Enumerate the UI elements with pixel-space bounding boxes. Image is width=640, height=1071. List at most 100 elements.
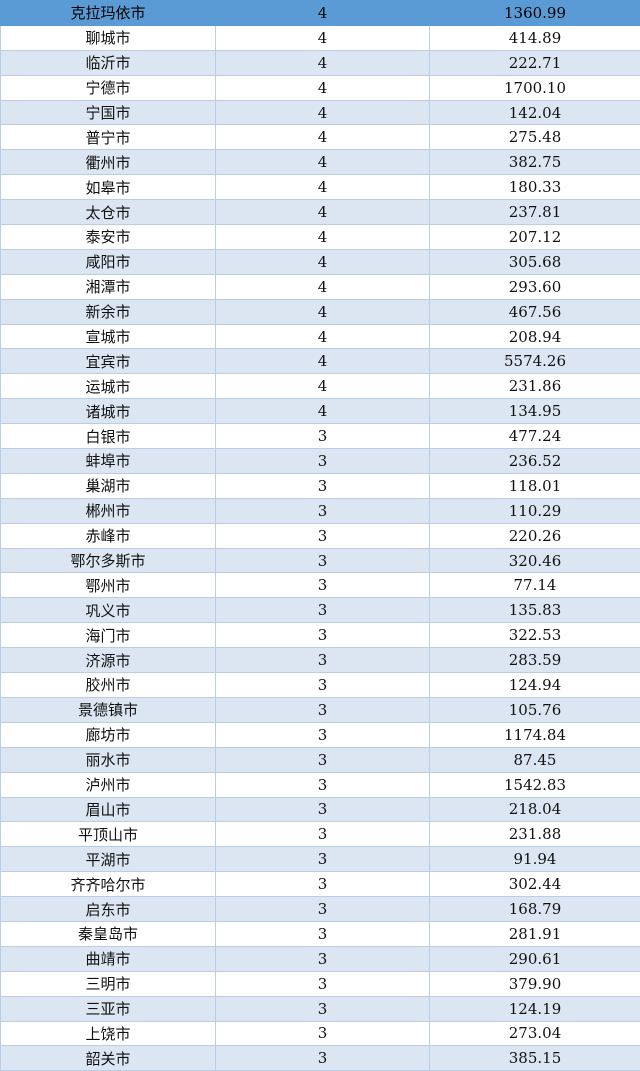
level-cell: 3 [216,673,430,698]
value-cell: 305.68 [430,249,640,274]
city-cell: 三明市 [1,971,216,996]
level-cell: 4 [216,125,430,150]
city-cell: 泸州市 [1,772,216,797]
value-cell: 124.94 [430,673,640,698]
level-cell: 3 [216,1046,430,1071]
level-cell: 3 [216,548,430,573]
level-cell: 3 [216,797,430,822]
city-cell: 克拉玛依市 [1,1,216,26]
level-cell: 3 [216,523,430,548]
city-cell: 济源市 [1,648,216,673]
city-cell: 普宁市 [1,125,216,150]
level-cell: 4 [216,50,430,75]
level-cell: 4 [216,100,430,125]
city-cell: 宣城市 [1,324,216,349]
value-cell: 135.83 [430,598,640,623]
value-cell: 91.94 [430,847,640,872]
city-cell: 咸阳市 [1,249,216,274]
level-cell: 4 [216,249,430,274]
level-cell: 3 [216,573,430,598]
value-cell: 180.33 [430,175,640,200]
value-cell: 222.71 [430,50,640,75]
level-cell: 3 [216,598,430,623]
value-cell: 273.04 [430,1021,640,1046]
city-cell: 海门市 [1,623,216,648]
city-cell: 秦皇岛市 [1,921,216,946]
value-cell: 293.60 [430,274,640,299]
level-cell: 3 [216,648,430,673]
city-cell: 胶州市 [1,673,216,698]
city-cell: 宜宾市 [1,349,216,374]
value-cell: 237.81 [430,200,640,225]
city-cell: 运城市 [1,374,216,399]
city-cell: 丽水市 [1,747,216,772]
level-cell: 3 [216,897,430,922]
level-cell: 3 [216,424,430,449]
value-cell: 87.45 [430,747,640,772]
level-cell: 4 [216,399,430,424]
value-cell: 382.75 [430,150,640,175]
city-cell: 齐齐哈尔市 [1,872,216,897]
city-cell: 蚌埠市 [1,449,216,474]
level-cell: 4 [216,225,430,250]
city-cell: 赤峰市 [1,523,216,548]
level-cell: 3 [216,872,430,897]
level-cell: 3 [216,473,430,498]
city-cell: 宁国市 [1,100,216,125]
city-cell: 白银市 [1,424,216,449]
level-cell: 3 [216,822,430,847]
city-cell: 聊城市 [1,25,216,50]
level-cell: 3 [216,623,430,648]
level-cell: 3 [216,772,430,797]
level-cell: 4 [216,324,430,349]
city-cell: 泰安市 [1,225,216,250]
city-cell: 三亚市 [1,996,216,1021]
value-cell: 275.48 [430,125,640,150]
city-cell: 曲靖市 [1,946,216,971]
value-cell: 207.12 [430,225,640,250]
city-cell: 启东市 [1,897,216,922]
city-cell: 郴州市 [1,498,216,523]
level-cell: 3 [216,996,430,1021]
city-cell: 上饶市 [1,1021,216,1046]
value-cell: 302.44 [430,872,640,897]
value-cell: 124.19 [430,996,640,1021]
city-cell: 景德镇市 [1,697,216,722]
level-cell: 4 [216,374,430,399]
value-cell: 379.90 [430,971,640,996]
value-cell: 218.04 [430,797,640,822]
level-cell: 4 [216,150,430,175]
value-cell: 290.61 [430,946,640,971]
value-cell: 5574.26 [430,349,640,374]
city-cell: 太仓市 [1,200,216,225]
level-cell: 4 [216,75,430,100]
level-cell: 3 [216,697,430,722]
value-cell: 1700.10 [430,75,640,100]
